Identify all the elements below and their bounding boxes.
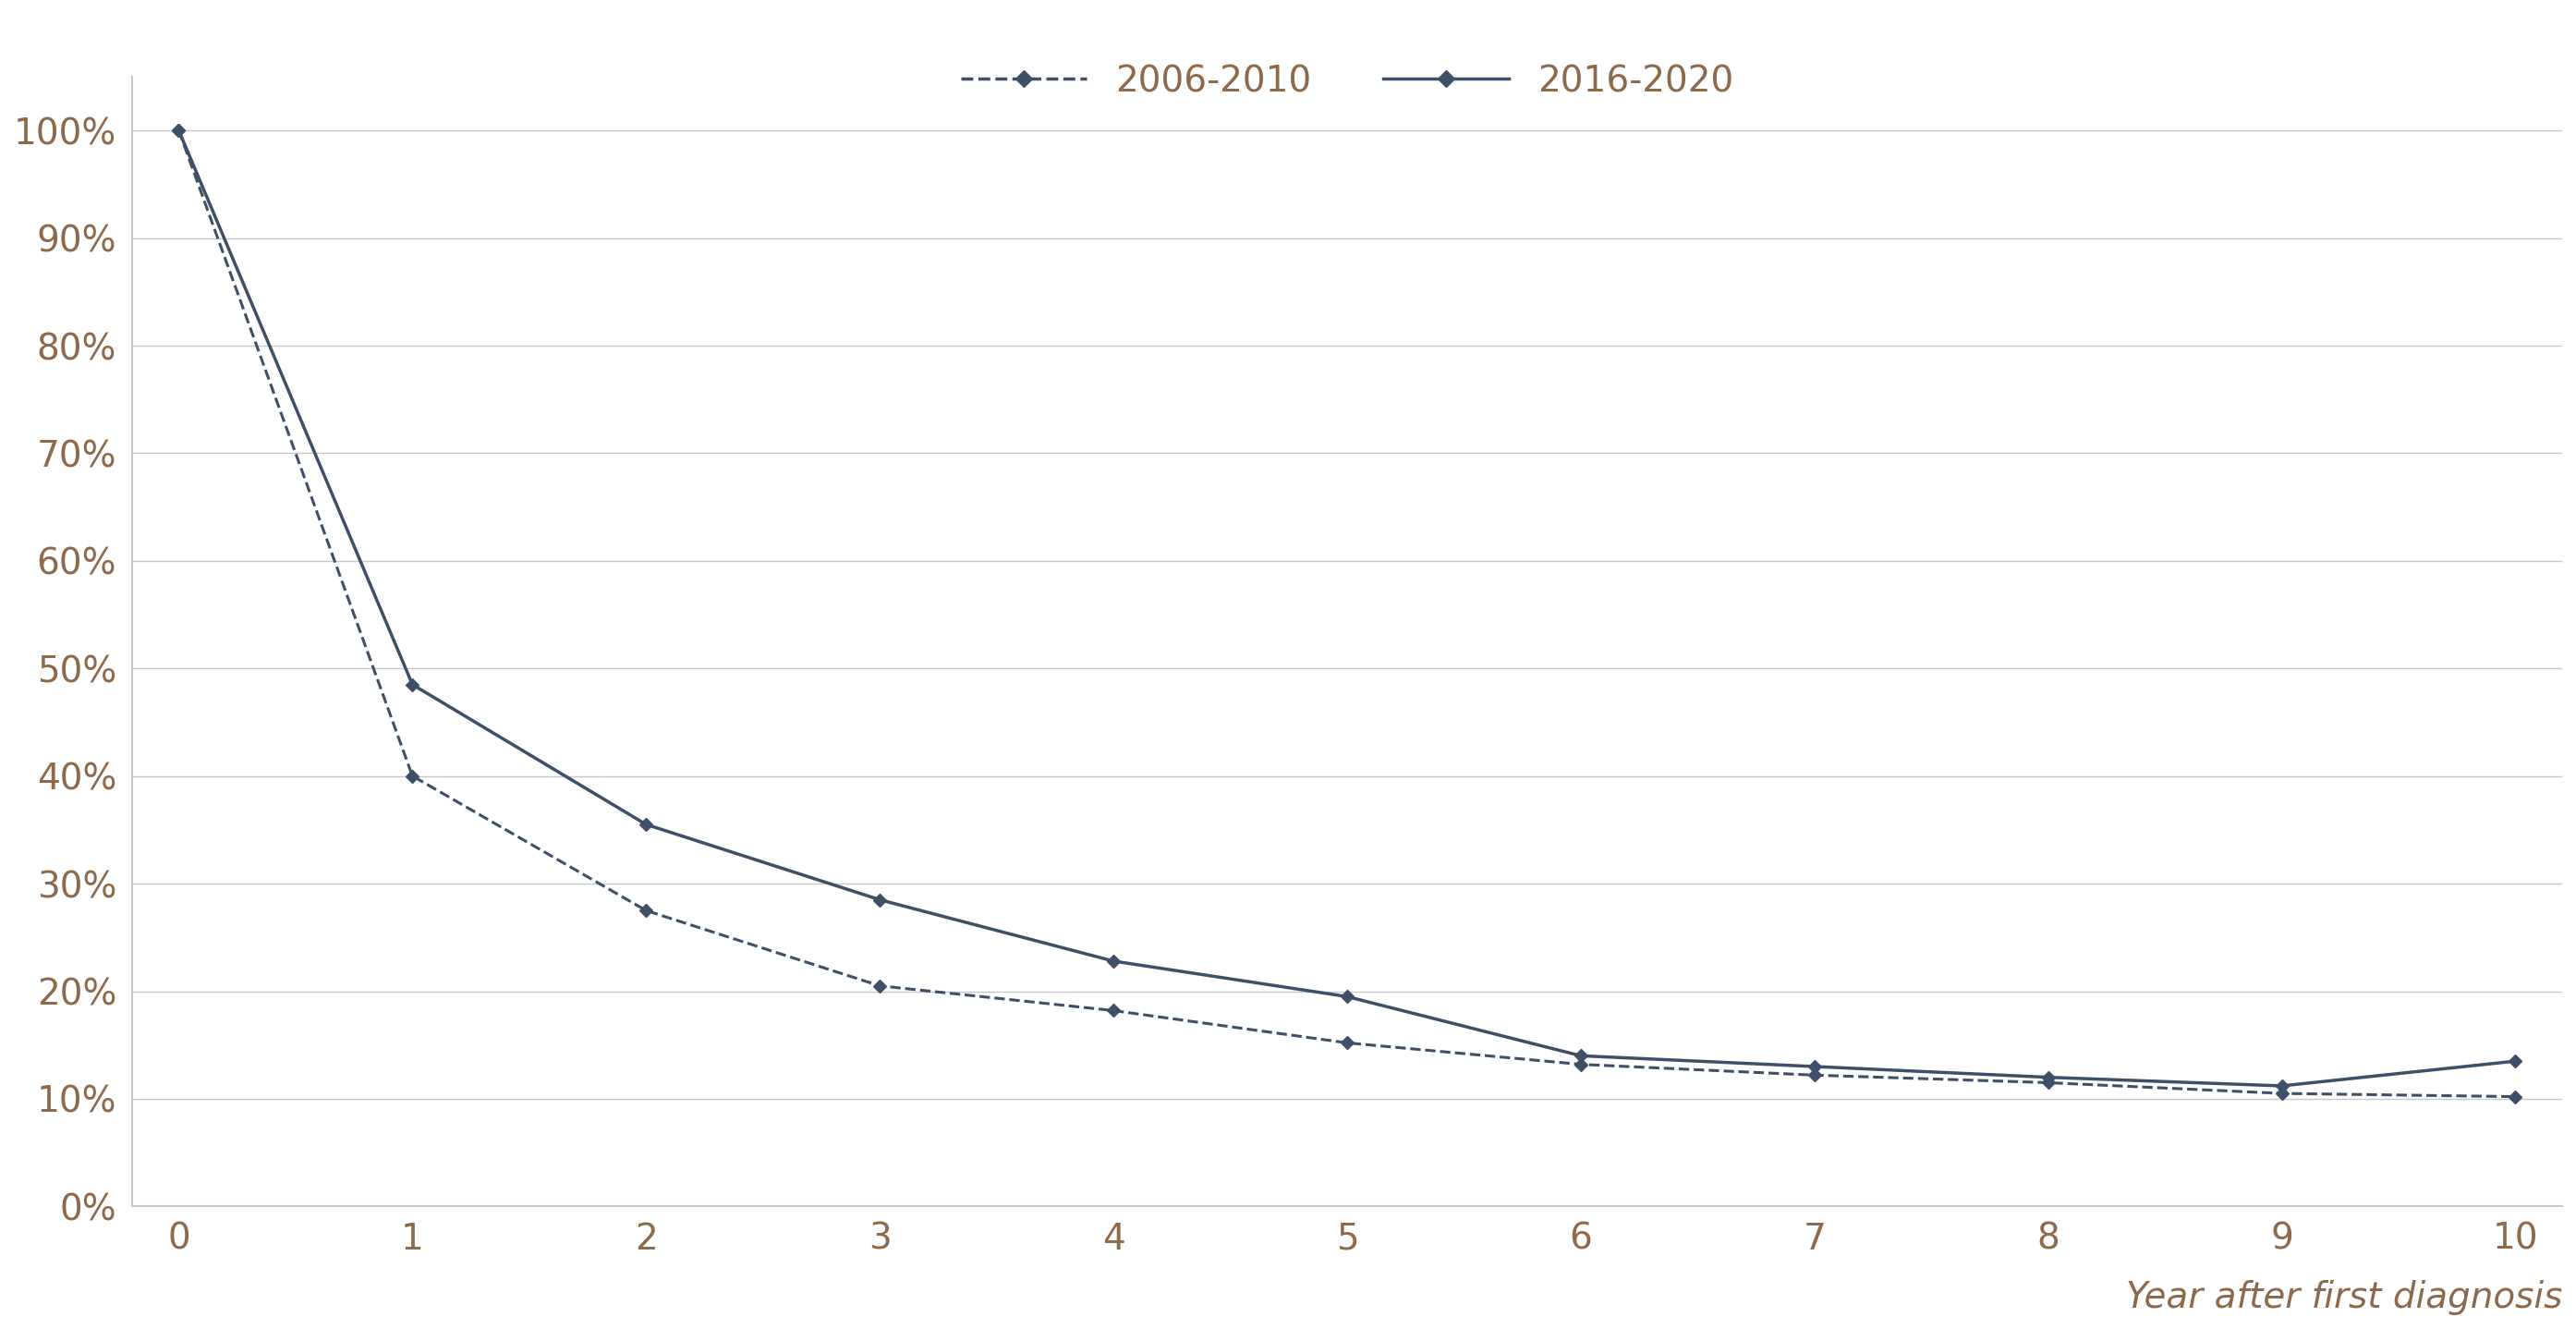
2006-2010 [866, 978, 896, 994]
2016-2020 [2267, 1078, 2298, 1094]
2016-2020 [1097, 953, 1128, 969]
2006-2010 [2032, 1075, 2063, 1091]
X-axis label: Year after first diagnosis: Year after first diagnosis [2125, 1280, 2563, 1316]
2006-2010 [2267, 1086, 2298, 1102]
2016-2020 [866, 892, 896, 908]
2006-2010 [162, 122, 193, 138]
2016-2020 [631, 816, 662, 832]
2006-2010 [1332, 1035, 1363, 1051]
2006-2010 [397, 768, 428, 784]
2016-2020 [1798, 1059, 1829, 1075]
2006-2010 [631, 902, 662, 918]
2016-2020 [397, 676, 428, 692]
2016-2020 [2032, 1070, 2063, 1086]
2006-2010 [1566, 1057, 1597, 1073]
2016-2020 [1332, 989, 1363, 1005]
2016-2020 [2499, 1053, 2530, 1069]
2006-2010 [1798, 1067, 1829, 1083]
2006-2010 [2499, 1088, 2530, 1104]
2016-2020 [162, 122, 193, 138]
Line: 2006-2010: 2006-2010 [175, 126, 2519, 1102]
Legend: 2006-2010, 2016-2020: 2006-2010, 2016-2020 [945, 49, 1749, 113]
2006-2010 [1097, 1002, 1128, 1018]
2016-2020 [1566, 1047, 1597, 1063]
Line: 2016-2020: 2016-2020 [175, 126, 2519, 1090]
